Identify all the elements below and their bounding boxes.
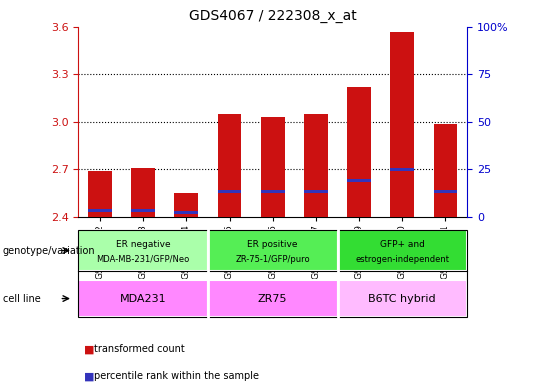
Text: GFP+ and: GFP+ and: [380, 240, 425, 249]
Bar: [347, 87, 371, 217]
Text: ■: ■: [84, 344, 94, 354]
Text: ZR-75-1/GFP/puro: ZR-75-1/GFP/puro: [235, 255, 310, 264]
Bar: [434, 124, 457, 217]
Text: ER negative: ER negative: [116, 240, 171, 249]
Bar: [261, 190, 285, 193]
Bar: [174, 193, 198, 217]
Bar: [390, 31, 414, 217]
Text: MDA231: MDA231: [120, 293, 166, 304]
Text: genotype/variation: genotype/variation: [3, 245, 96, 256]
Title: GDS4067 / 222308_x_at: GDS4067 / 222308_x_at: [189, 9, 356, 23]
Bar: [304, 190, 328, 193]
Bar: [131, 209, 155, 212]
Bar: [434, 190, 457, 193]
Text: estrogen-independent: estrogen-independent: [355, 255, 449, 264]
Text: ■: ■: [84, 371, 94, 381]
Bar: [304, 114, 328, 217]
Bar: [131, 168, 155, 217]
Text: B6TC hybrid: B6TC hybrid: [368, 293, 436, 304]
Bar: [261, 117, 285, 217]
Text: ER positive: ER positive: [247, 240, 298, 249]
Text: transformed count: transformed count: [94, 344, 185, 354]
Text: cell line: cell line: [3, 293, 40, 304]
Bar: [218, 114, 241, 217]
Text: percentile rank within the sample: percentile rank within the sample: [94, 371, 260, 381]
Bar: [174, 211, 198, 214]
Text: MDA-MB-231/GFP/Neo: MDA-MB-231/GFP/Neo: [97, 255, 190, 264]
Text: ZR75: ZR75: [258, 293, 287, 304]
Bar: [218, 190, 241, 193]
Bar: [88, 171, 112, 217]
Bar: [347, 179, 371, 182]
Bar: [88, 209, 112, 212]
Bar: [390, 168, 414, 171]
